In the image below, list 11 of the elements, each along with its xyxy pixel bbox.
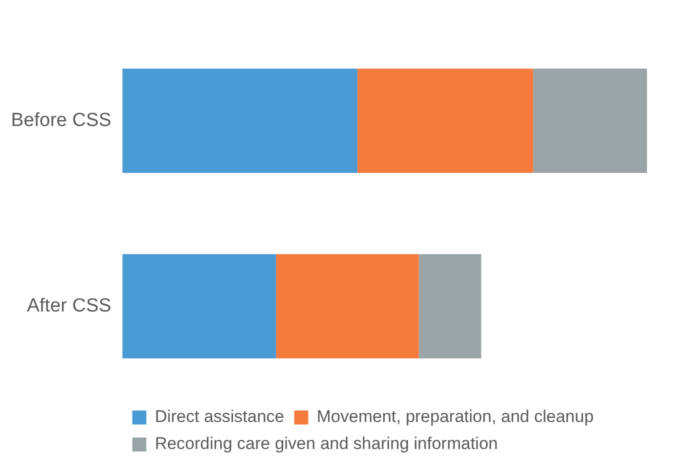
y-tick-label: Before CSS (10, 110, 112, 131)
bar (533, 68, 647, 173)
legend-label: Direct assistance (154, 407, 284, 426)
legend-label: Recording care given and sharing information (154, 434, 498, 454)
bar (418, 254, 482, 358)
bar (276, 254, 419, 358)
bar (357, 68, 534, 173)
bar (122, 254, 276, 358)
y-tick-label: After CSS (26, 295, 112, 316)
legend-label: Movement, preparation, and cleanup (316, 407, 594, 426)
bar (122, 68, 358, 173)
